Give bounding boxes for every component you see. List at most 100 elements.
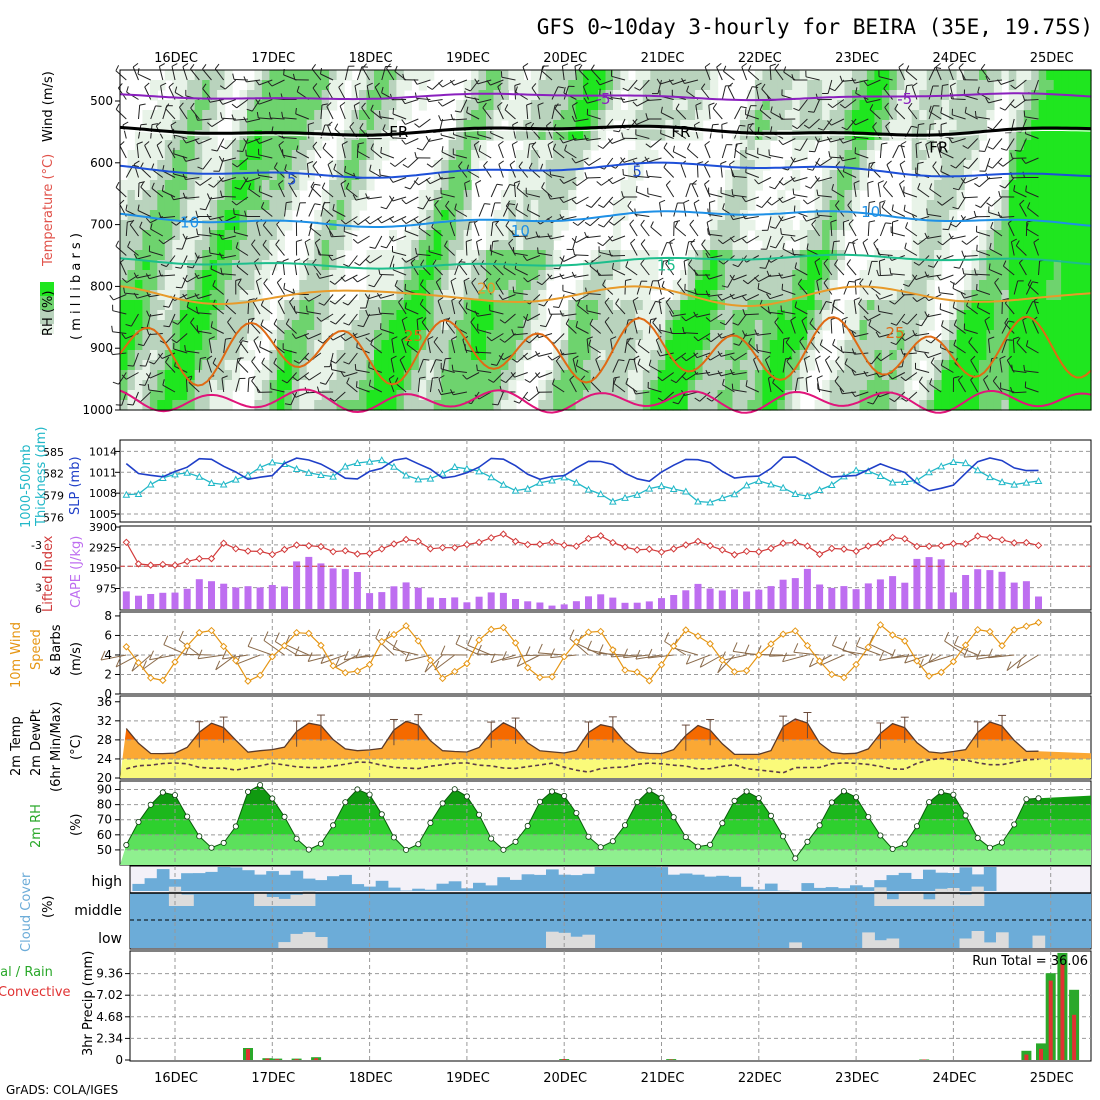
rh-cell — [164, 110, 173, 121]
rh-cell — [463, 360, 472, 371]
upper-wind-barb-flag — [304, 375, 310, 381]
rh-cell — [172, 110, 181, 121]
upper-wind-barb — [363, 313, 371, 327]
rh-cell — [411, 260, 420, 271]
rh-cell — [762, 240, 771, 251]
rh-cell — [120, 390, 129, 401]
rh-cell — [381, 350, 390, 361]
rh-cell — [239, 120, 248, 131]
rh-cell — [710, 240, 719, 251]
upper-wind-barb-flag — [425, 195, 430, 202]
rh-cell — [254, 110, 263, 121]
rh-cell — [866, 90, 875, 101]
rh-cell — [448, 390, 457, 401]
upper-wind-barb-flag — [339, 102, 346, 107]
rh-cell — [1016, 130, 1025, 141]
rh-cell — [866, 150, 875, 161]
rh-cell — [665, 70, 674, 81]
rh-cell — [284, 340, 293, 351]
rh-cell — [456, 200, 465, 211]
upper-wind-barb-flag — [233, 208, 235, 215]
rh-cell — [127, 290, 136, 301]
rh-cell — [844, 140, 853, 151]
rh-cell — [1023, 120, 1032, 131]
upper-wind-barb-flag — [127, 365, 134, 367]
rh-cell — [710, 270, 719, 281]
rh-cell — [232, 150, 241, 161]
upper-wind-barb-flag — [536, 281, 543, 286]
upper-wind-barb-flag — [146, 328, 150, 335]
upper-wind-barb — [222, 99, 236, 105]
upper-wind-barb — [144, 372, 152, 386]
upper-wind-barb-flag — [237, 279, 242, 285]
upper-wind-barb — [251, 380, 261, 393]
upper-wind-barb — [262, 244, 273, 256]
rh-cell — [209, 380, 218, 391]
upper-wind-barb-flag — [458, 258, 463, 265]
rh-cell — [217, 150, 226, 161]
rh-cell — [254, 230, 263, 241]
upper-wind-barb-flag — [255, 98, 260, 105]
upper-wind-barb — [173, 134, 188, 139]
rh-cell — [179, 120, 188, 131]
rh-cell — [844, 150, 853, 161]
rh-cell — [142, 270, 151, 281]
rh-cell — [583, 320, 592, 331]
rh-cell — [986, 350, 995, 361]
rh-cell — [1016, 360, 1025, 371]
rh-cell — [299, 320, 308, 331]
rh-cell — [329, 180, 338, 191]
rh-cell — [448, 230, 457, 241]
rh-cell — [754, 390, 763, 401]
rh-cell — [717, 350, 726, 361]
rh-cell — [971, 350, 980, 361]
upper-wind-barb — [307, 311, 321, 315]
rh-cell — [1068, 190, 1077, 201]
upper-wind-barb-flag — [618, 359, 625, 362]
rh-cell — [627, 80, 636, 91]
upper-wind-barb-flag — [565, 318, 570, 325]
upper-wind-barb — [405, 307, 419, 315]
rh-cell — [747, 360, 756, 371]
rh-cell — [448, 150, 457, 161]
rh-cell — [164, 230, 173, 241]
upper-wind-barb-flag — [362, 63, 367, 69]
upper-wind-barb — [589, 324, 602, 334]
rh-cell — [134, 310, 143, 321]
upper-wind-barb-flag — [511, 230, 515, 237]
upper-wind-barb-flag — [140, 162, 144, 169]
rh-cell — [1053, 160, 1062, 171]
rh-cell — [904, 290, 913, 301]
upper-wind-barb — [148, 389, 163, 393]
rh-cell — [1038, 260, 1047, 271]
rh-cell — [911, 160, 920, 171]
upper-wind-barb — [550, 196, 565, 200]
upper-wind-barb-flag — [262, 239, 267, 246]
rh-cell — [732, 130, 741, 141]
rh-cell — [553, 370, 562, 381]
rh-cell — [336, 150, 345, 161]
rh-cell — [149, 220, 158, 231]
rh-cell — [792, 370, 801, 381]
rh-cell — [732, 400, 741, 411]
upper-wind-barb — [319, 254, 334, 256]
rh-cell — [500, 280, 509, 291]
rh-cell — [247, 190, 256, 201]
rh-cell — [799, 150, 808, 161]
rh-cell — [799, 220, 808, 231]
upper-wind-barb-flag — [190, 317, 195, 323]
rh-cell — [1046, 320, 1055, 331]
rh-cell — [598, 350, 607, 361]
rh-cell — [1076, 310, 1085, 321]
rh-cell — [254, 90, 263, 101]
rh-cell — [1061, 70, 1070, 81]
upper-wind-barb-flag — [374, 82, 380, 88]
upper-wind-barb — [394, 382, 407, 393]
upper-wind-barb — [527, 274, 541, 283]
chart-title: GFS 0~10day 3-hourly for BEIRA (35E, 19.… — [537, 15, 1093, 39]
upper-wind-barb-flag — [523, 277, 529, 283]
upper-wind-barb — [148, 333, 163, 336]
rh-cell — [426, 220, 435, 231]
rh-cell — [239, 190, 248, 201]
bottom-date-label: 16DEC — [154, 1071, 198, 1086]
